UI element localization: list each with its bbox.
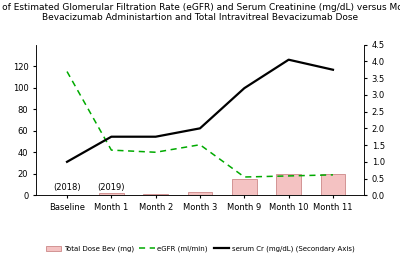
Text: (2018): (2018) xyxy=(53,183,81,192)
Bar xyxy=(321,174,345,195)
Bar xyxy=(144,194,168,195)
Bar xyxy=(276,174,301,195)
Text: (2019): (2019) xyxy=(98,183,125,192)
Bar xyxy=(99,193,124,195)
Bar xyxy=(188,192,212,195)
Bar xyxy=(232,179,256,195)
Text: Trends of Estimated Glomerular Filtration Rate (eGFR) and Serum Creatinine (mg/d: Trends of Estimated Glomerular Filtratio… xyxy=(0,3,400,22)
Legend: Total Dose Bev (mg), eGFR (ml/min), serum Cr (mg/dL) (Secondary Axis): Total Dose Bev (mg), eGFR (ml/min), seru… xyxy=(43,243,357,255)
